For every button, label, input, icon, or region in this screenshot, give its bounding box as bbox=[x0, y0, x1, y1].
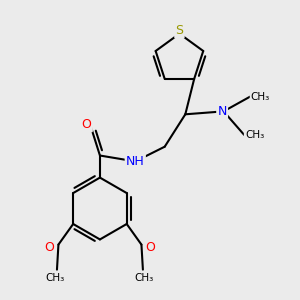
Text: O: O bbox=[145, 241, 155, 254]
Text: O: O bbox=[82, 118, 92, 131]
Text: CH₃: CH₃ bbox=[251, 92, 270, 102]
Text: CH₃: CH₃ bbox=[135, 274, 154, 284]
Text: CH₃: CH₃ bbox=[245, 130, 264, 140]
Text: NH: NH bbox=[126, 155, 145, 168]
Text: CH₃: CH₃ bbox=[46, 274, 65, 284]
Text: S: S bbox=[176, 24, 183, 37]
Text: N: N bbox=[218, 105, 227, 118]
Text: O: O bbox=[45, 241, 55, 254]
